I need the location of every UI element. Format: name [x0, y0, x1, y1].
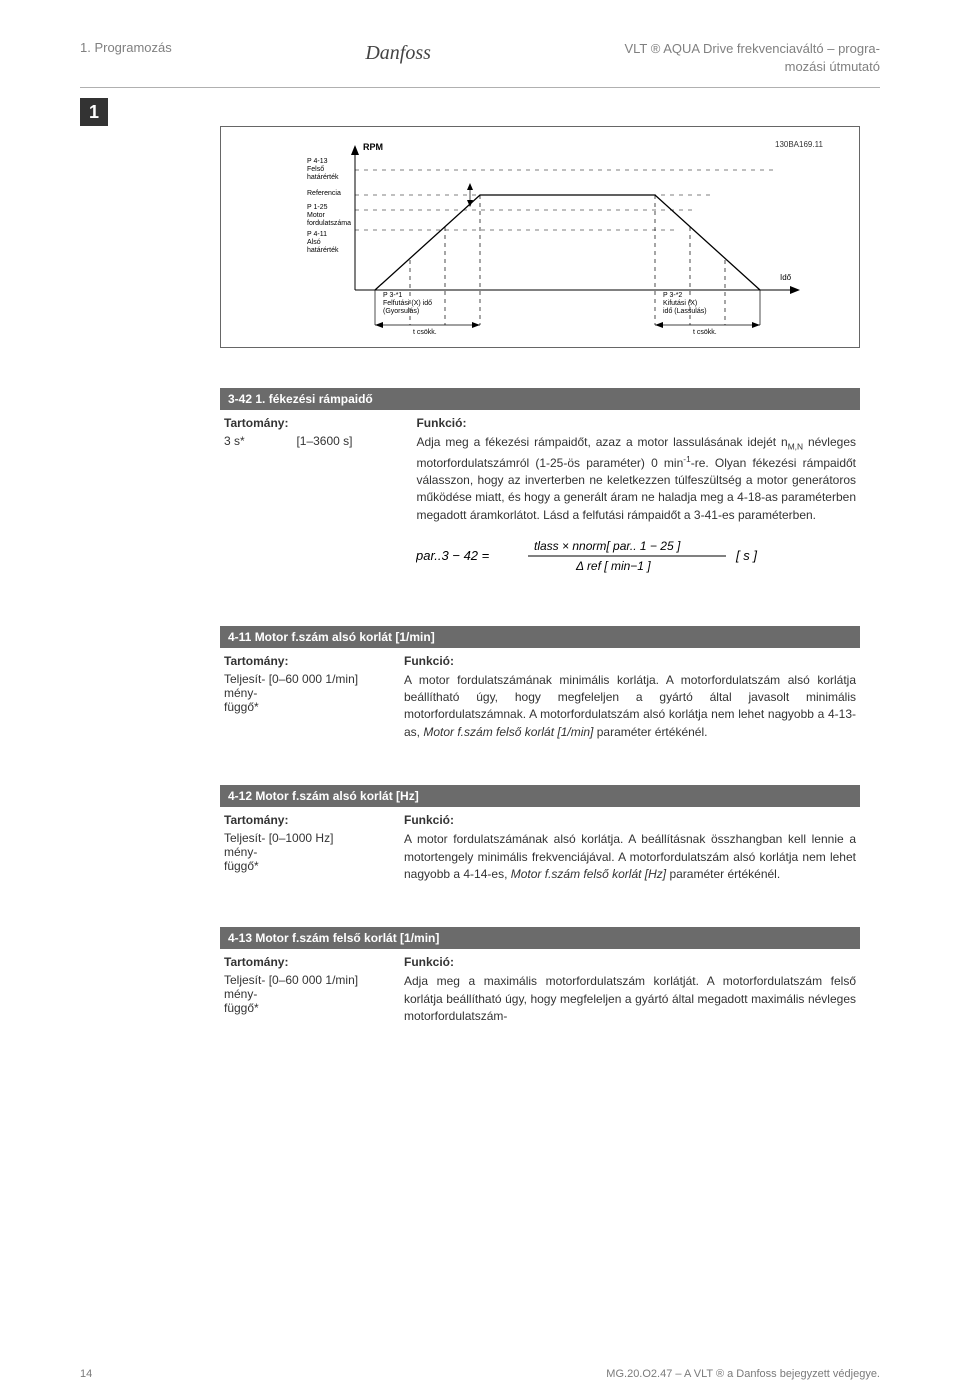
param-4-12: 4-12 Motor f.szám alsó korlát [Hz] Tarto…: [220, 785, 860, 885]
svg-text:Motor: Motor: [307, 212, 326, 219]
chapter-tab: 1: [80, 98, 108, 126]
diagram-ref: 130BA169.11: [775, 140, 823, 149]
param-3-42-default: 3 s*: [220, 432, 292, 584]
page-header: 1. Programozás Danfoss VLT ® AQUA Drive …: [80, 40, 880, 75]
svg-text:Kifutási (X): Kifutási (X): [663, 300, 697, 307]
svg-text:Δ ref [ min−1 ]: Δ ref [ min−1 ]: [575, 559, 651, 573]
label-range: Tartomány:: [220, 811, 400, 829]
footer-note: MG.20.O2.47 – A VLT ® a Danfoss bejegyze…: [606, 1368, 880, 1380]
label-func: Funkció:: [400, 652, 860, 670]
label-range: Tartomány:: [220, 953, 400, 971]
svg-text:P 1-25: P 1-25: [307, 204, 328, 211]
param-4-13-title: 4-13 Motor f.szám felső korlát [1/min]: [220, 927, 860, 949]
svg-text:Referencia: Referencia: [307, 190, 341, 197]
svg-text:par..3 − 42 =: par..3 − 42 =: [416, 548, 490, 563]
header-title: VLT ® AQUA Drive frekvenciaváltó – progr…: [625, 40, 880, 75]
label-func: Funkció:: [400, 811, 860, 829]
param-4-11-title: 4-11 Motor f.szám alsó korlát [1/min]: [220, 626, 860, 648]
param-4-11-default: Teljesít- [0–60 000 1/min] mény- függő*: [220, 670, 400, 744]
svg-text:P 3-*1: P 3-*1: [383, 292, 402, 299]
param-3-42-range: [1–3600 s]: [292, 432, 412, 584]
ramp-diagram: 130BA169.11 RPM Idő P 4-13 Felső határér…: [235, 135, 845, 335]
svg-text:Felső: Felső: [307, 166, 324, 173]
svg-text:idő (Lassulás): idő (Lassulás): [663, 308, 707, 315]
svg-text:határérték: határérték: [307, 247, 339, 254]
svg-text:[ s ]: [ s ]: [735, 548, 757, 563]
svg-text:P 4-13: P 4-13: [307, 158, 328, 165]
param-4-12-default: Teljesít- [0–1000 Hz] mény- függő*: [220, 829, 400, 885]
svg-text:határérték: határérték: [307, 174, 339, 181]
label-range: Tartomány:: [220, 414, 292, 432]
svg-text:fordulatszáma: fordulatszáma: [307, 220, 351, 227]
svg-text:P 3-*2: P 3-*2: [663, 292, 682, 299]
label-func: Funkció:: [400, 953, 860, 971]
diagram-xlabel: Idő: [780, 273, 792, 282]
param-3-42: 3-42 1. fékezési rámpaidő Tartomány: Fun…: [220, 388, 860, 584]
svg-text:Felfutási (X) idő: Felfutási (X) idő: [383, 300, 432, 307]
param-3-42-formula: par..3 − 42 = tlass × nnorm[ par.. 1 − 2…: [416, 534, 856, 581]
param-4-12-title: 4-12 Motor f.szám alsó korlát [Hz]: [220, 785, 860, 807]
svg-text:P 4-11: P 4-11: [307, 231, 327, 238]
diagram-ylabel: RPM: [363, 142, 383, 152]
brand-logo: Danfoss: [365, 40, 431, 65]
svg-text:(Gyorsulás): (Gyorsulás): [383, 308, 419, 315]
param-4-11-body: A motor fordulatszámának minimális korlá…: [400, 670, 860, 744]
param-3-42-title: 3-42 1. fékezési rámpaidő: [220, 388, 860, 410]
header-title-l2: mozási útmutató: [785, 59, 880, 74]
param-4-13-default: Teljesít- [0–60 000 1/min] mény- függő*: [220, 971, 400, 1027]
param-4-12-body: A motor fordulatszámának alsó korlátja. …: [400, 829, 860, 885]
svg-text:t csökk.: t csökk.: [413, 329, 437, 335]
ramp-diagram-box: 130BA169.11 RPM Idő P 4-13 Felső határér…: [220, 126, 860, 348]
param-4-11: 4-11 Motor f.szám alsó korlát [1/min] Ta…: [220, 626, 860, 744]
svg-text:Alsó: Alsó: [307, 239, 321, 246]
param-4-13: 4-13 Motor f.szám felső korlát [1/min] T…: [220, 927, 860, 1027]
param-4-13-body: Adja meg a maximális motorfordulatszám k…: [400, 971, 860, 1027]
label-func: Funkció:: [412, 414, 860, 432]
svg-text:tlass × nnorm[ par.. 1 − 25: tlass × nnorm[ par.. 1 − 25 ]: [534, 539, 681, 553]
page-footer: 14 MG.20.O2.47 – A VLT ® a Danfoss bejeg…: [80, 1368, 880, 1380]
page-number: 14: [80, 1368, 92, 1380]
header-rule: [80, 87, 880, 88]
label-range: Tartomány:: [220, 652, 400, 670]
header-chapter: 1. Programozás: [80, 40, 172, 55]
svg-text:t csökk.: t csökk.: [693, 329, 717, 335]
header-title-l1: VLT ® AQUA Drive frekvenciaváltó – progr…: [625, 41, 880, 56]
param-3-42-body: Adja meg a fékezési rámpaidőt, azaz a mo…: [412, 432, 860, 584]
